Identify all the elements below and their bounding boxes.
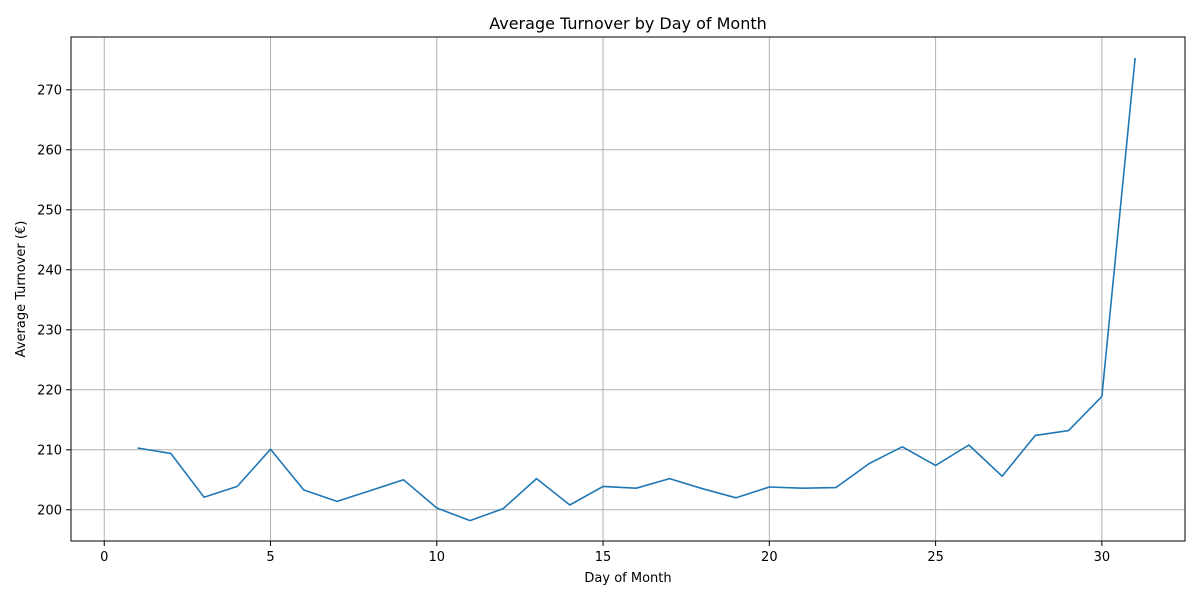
grid-layer [71,37,1185,541]
x-tick-label: 15 [595,550,612,565]
y-tick-label: 250 [37,203,62,218]
series-layer [137,57,1136,522]
x-tick-label: 10 [429,550,446,565]
x-tick-label: 30 [1094,550,1111,565]
chart-title: Average Turnover by Day of Month [489,14,767,33]
x-tick-label: 20 [761,550,778,565]
y-tick-label: 200 [37,503,62,518]
y-axis-label: Average Turnover (€) [14,221,29,358]
x-tick-label: 0 [100,550,108,565]
y-tick-label: 230 [37,323,62,338]
x-tick-label: 25 [927,550,944,565]
y-tick-label: 220 [37,383,62,398]
x-tick-label: 5 [266,550,274,565]
ticks-layer: 0 5 10 15 20 25 30 200 210 220 230 240 250 260 270 [37,83,1110,565]
x-axis-label: Day of Month [584,571,671,586]
y-tick-label: 260 [37,143,62,158]
y-tick-label: 210 [37,443,62,458]
plot-frame [70,36,1186,542]
y-tick-label: 270 [37,83,62,98]
y-tick-label: 240 [37,263,62,278]
